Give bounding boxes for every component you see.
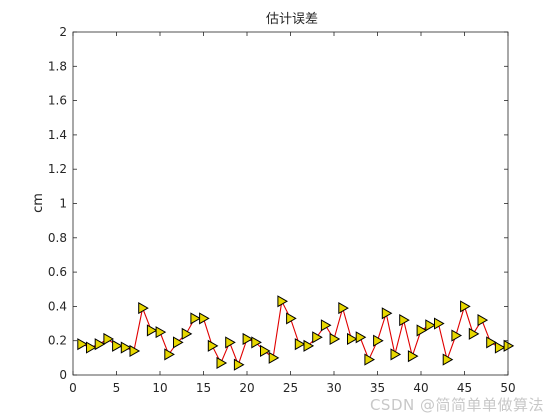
chart-title: 估计误差 bbox=[266, 12, 318, 27]
data-point-marker bbox=[173, 336, 184, 349]
data-point-marker bbox=[355, 331, 367, 344]
x-tick-label: 45 bbox=[457, 381, 472, 395]
data-point-marker bbox=[181, 327, 193, 340]
data-point-marker bbox=[303, 339, 315, 352]
x-tick-label: 5 bbox=[113, 381, 121, 395]
data-point-marker bbox=[103, 332, 115, 346]
data-point-marker bbox=[451, 329, 463, 342]
x-tick-label: 10 bbox=[152, 381, 167, 395]
data-point-marker bbox=[251, 336, 262, 349]
plot-frame bbox=[72, 31, 509, 376]
data-point-marker bbox=[268, 351, 280, 364]
data-point-marker bbox=[364, 353, 376, 366]
data-point-marker bbox=[312, 331, 323, 344]
data-point-marker bbox=[164, 348, 175, 361]
data-point-marker bbox=[286, 312, 297, 325]
data-point-marker bbox=[477, 314, 489, 327]
data-point-marker bbox=[329, 332, 341, 346]
data-point-marker bbox=[225, 336, 236, 349]
data-point-marker bbox=[190, 312, 202, 325]
data-point-marker bbox=[77, 338, 88, 351]
y-tick-label: 1.2 bbox=[48, 162, 67, 176]
data-point-marker bbox=[138, 302, 149, 315]
data-point-marker bbox=[390, 348, 402, 361]
x-tick-label: 30 bbox=[326, 381, 341, 395]
y-tick-label: 2 bbox=[59, 25, 67, 39]
x-tick-labels: 0 5 10 15 20 25 30 35 40 45 50 bbox=[69, 381, 515, 395]
y-tick-label: 0.4 bbox=[48, 299, 67, 313]
data-point-marker bbox=[129, 344, 141, 358]
data-point-marker bbox=[120, 341, 132, 354]
data-point-marker bbox=[416, 324, 428, 337]
data-point-marker bbox=[486, 336, 497, 349]
data-point-marker bbox=[381, 307, 393, 320]
data-point-marker bbox=[207, 339, 219, 352]
data-point-marker bbox=[277, 295, 289, 308]
y-tick-label: 0.6 bbox=[48, 265, 67, 279]
y-axis-label: cm bbox=[31, 193, 46, 213]
data-point-marker bbox=[112, 339, 123, 352]
data-point-marker bbox=[434, 317, 445, 330]
data-point-marker bbox=[260, 344, 271, 358]
y-tick-label: 1.8 bbox=[48, 59, 67, 73]
x-tick-label: 20 bbox=[239, 381, 254, 395]
data-point-marker bbox=[216, 356, 228, 370]
data-point-marker bbox=[146, 324, 158, 337]
data-point-marker bbox=[468, 327, 480, 340]
data-point-marker bbox=[199, 312, 210, 325]
data-point-marker bbox=[155, 326, 167, 339]
x-tick-label: 35 bbox=[370, 381, 385, 395]
x-tick-label: 0 bbox=[69, 381, 77, 395]
y-tick-label: 0.8 bbox=[48, 231, 67, 245]
x-tick-label: 40 bbox=[413, 381, 428, 395]
x-tick-label: 50 bbox=[500, 381, 515, 395]
data-point-marker bbox=[442, 353, 454, 366]
y-tick-label: 1.4 bbox=[48, 128, 67, 142]
y-tick-label: 1.6 bbox=[48, 94, 67, 108]
data-point-marker bbox=[347, 332, 358, 346]
data-point-marker bbox=[320, 319, 332, 332]
data-point-marker bbox=[373, 334, 384, 347]
data-point-marker bbox=[86, 341, 97, 354]
data-point-marker bbox=[460, 300, 471, 313]
x-tick-label: 15 bbox=[196, 381, 211, 395]
watermark: CSDN @简简单单做算法 bbox=[369, 396, 544, 414]
data-point-marker bbox=[294, 338, 306, 351]
data-point-marker bbox=[94, 338, 106, 351]
data-point-marker bbox=[407, 350, 419, 363]
data-point-marker bbox=[399, 314, 410, 327]
data-point-marker bbox=[233, 358, 245, 371]
axis-ticks bbox=[72, 31, 509, 376]
data-point-marker bbox=[338, 302, 349, 315]
x-tick-label: 25 bbox=[283, 381, 298, 395]
data-point-marker bbox=[425, 319, 436, 332]
y-tick-label: 1 bbox=[59, 197, 67, 211]
data-point-marker bbox=[242, 332, 254, 346]
y-tick-label: 0.2 bbox=[48, 334, 67, 348]
data-point-marker bbox=[494, 341, 506, 354]
y-tick-label: 0 bbox=[59, 368, 67, 382]
y-tick-labels: 0 0.2 0.4 0.6 0.8 1 1.2 1.4 1.6 1.8 2 bbox=[48, 25, 67, 382]
series-group bbox=[77, 295, 515, 371]
data-point-marker bbox=[503, 339, 515, 352]
